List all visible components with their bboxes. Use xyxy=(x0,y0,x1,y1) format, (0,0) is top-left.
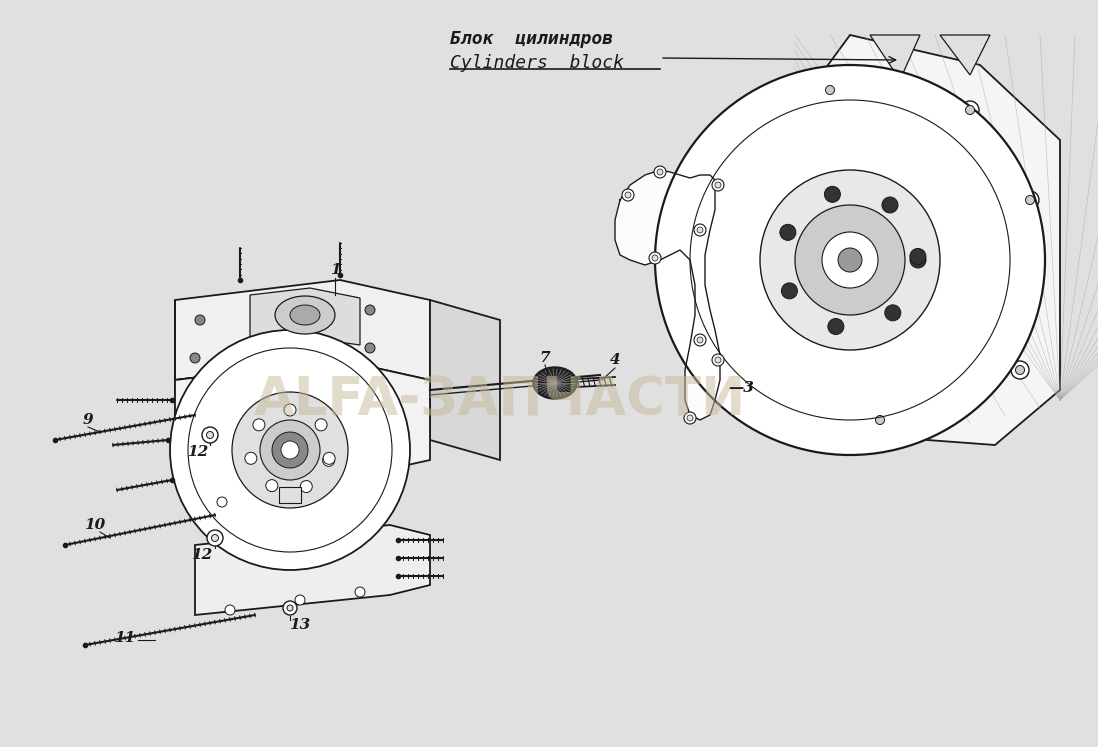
Circle shape xyxy=(656,65,1045,455)
Circle shape xyxy=(323,453,335,465)
Circle shape xyxy=(780,224,796,241)
Circle shape xyxy=(625,192,631,198)
Circle shape xyxy=(260,420,320,480)
Circle shape xyxy=(1026,196,1034,205)
Circle shape xyxy=(965,105,975,114)
Circle shape xyxy=(712,179,724,191)
Circle shape xyxy=(253,419,265,431)
Circle shape xyxy=(217,497,227,507)
Polygon shape xyxy=(615,170,720,420)
Circle shape xyxy=(212,535,219,542)
Text: 11: 11 xyxy=(114,631,136,645)
Circle shape xyxy=(365,305,376,315)
Text: 9: 9 xyxy=(82,413,93,427)
Circle shape xyxy=(715,357,721,363)
Circle shape xyxy=(281,441,299,459)
Circle shape xyxy=(828,318,844,335)
Circle shape xyxy=(323,454,335,466)
Text: Блок  цилиндров: Блок цилиндров xyxy=(450,30,613,48)
Text: 10: 10 xyxy=(85,518,105,532)
Polygon shape xyxy=(430,300,500,460)
Circle shape xyxy=(266,480,278,492)
Circle shape xyxy=(283,601,296,615)
Circle shape xyxy=(697,227,703,233)
Circle shape xyxy=(875,415,885,424)
Polygon shape xyxy=(175,300,340,480)
Polygon shape xyxy=(250,288,360,345)
Polygon shape xyxy=(795,35,1060,445)
Text: 1: 1 xyxy=(329,263,340,277)
Ellipse shape xyxy=(290,305,320,325)
Circle shape xyxy=(910,252,926,268)
Circle shape xyxy=(684,412,696,424)
Polygon shape xyxy=(175,280,430,380)
Circle shape xyxy=(245,453,257,465)
Circle shape xyxy=(760,170,940,350)
Circle shape xyxy=(649,252,661,264)
Text: 12: 12 xyxy=(188,445,209,459)
Text: 4: 4 xyxy=(609,353,620,367)
Circle shape xyxy=(838,248,862,272)
Circle shape xyxy=(206,432,213,438)
Text: ALFA-ЗАПЧАСТИ: ALFA-ЗАПЧАСТИ xyxy=(254,374,747,426)
Circle shape xyxy=(355,587,365,597)
Circle shape xyxy=(190,353,200,363)
Circle shape xyxy=(687,415,693,421)
Text: 12: 12 xyxy=(191,548,213,562)
Circle shape xyxy=(284,404,296,416)
Circle shape xyxy=(195,315,205,325)
Circle shape xyxy=(826,85,834,95)
Polygon shape xyxy=(870,35,920,80)
Ellipse shape xyxy=(274,296,335,334)
Circle shape xyxy=(365,343,376,353)
Ellipse shape xyxy=(533,367,578,399)
Circle shape xyxy=(1011,361,1029,379)
FancyBboxPatch shape xyxy=(279,487,301,503)
Circle shape xyxy=(715,182,721,188)
Circle shape xyxy=(202,427,219,443)
Text: —3: —3 xyxy=(728,381,754,395)
Polygon shape xyxy=(940,35,990,75)
Circle shape xyxy=(822,232,878,288)
Circle shape xyxy=(961,101,979,119)
Circle shape xyxy=(315,419,327,431)
Circle shape xyxy=(882,197,898,213)
Circle shape xyxy=(885,305,900,321)
Circle shape xyxy=(871,411,889,429)
Circle shape xyxy=(712,354,724,366)
Text: 13: 13 xyxy=(290,618,311,632)
Text: Cylinders  block: Cylinders block xyxy=(450,54,624,72)
Circle shape xyxy=(782,283,797,299)
Circle shape xyxy=(697,337,703,343)
Circle shape xyxy=(657,169,663,175)
Circle shape xyxy=(621,189,634,201)
Circle shape xyxy=(295,595,305,605)
Polygon shape xyxy=(175,360,430,480)
Circle shape xyxy=(1016,365,1024,374)
Circle shape xyxy=(821,81,839,99)
Circle shape xyxy=(694,224,706,236)
Circle shape xyxy=(694,334,706,346)
Circle shape xyxy=(170,330,410,570)
Circle shape xyxy=(287,605,293,611)
Circle shape xyxy=(910,249,926,264)
Circle shape xyxy=(654,166,666,178)
Polygon shape xyxy=(195,525,430,615)
Circle shape xyxy=(232,392,348,508)
Circle shape xyxy=(825,186,840,202)
Circle shape xyxy=(795,205,905,315)
Circle shape xyxy=(225,605,235,615)
Circle shape xyxy=(208,530,223,546)
Circle shape xyxy=(300,480,312,492)
Circle shape xyxy=(1021,191,1039,209)
Circle shape xyxy=(272,432,309,468)
Circle shape xyxy=(652,255,658,261)
Text: 7: 7 xyxy=(540,351,550,365)
